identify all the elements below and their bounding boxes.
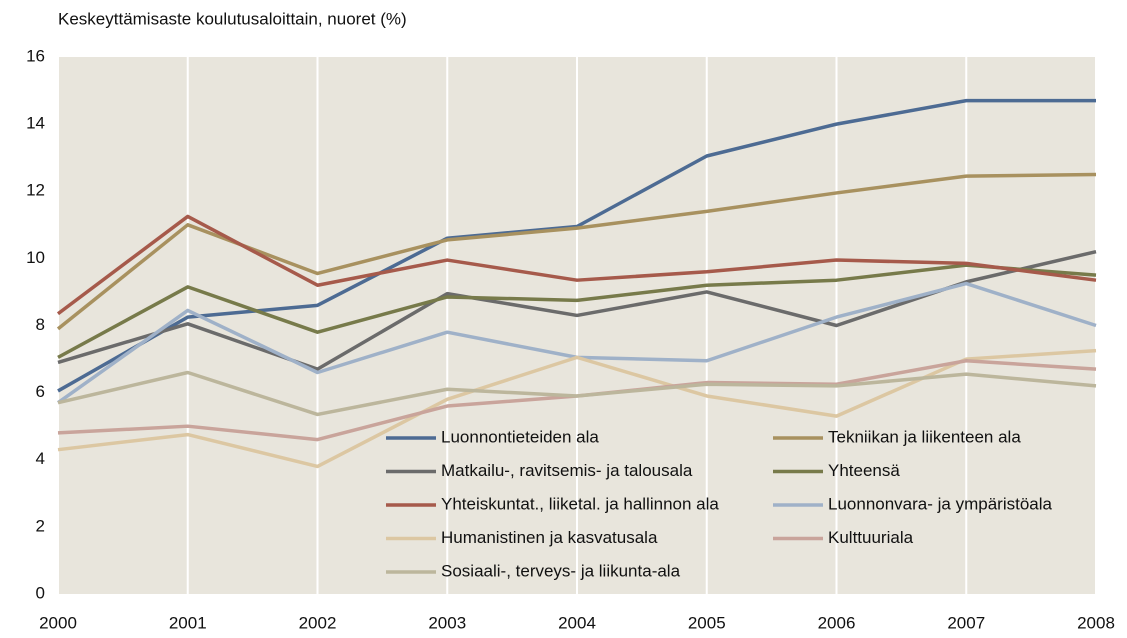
legend-label: Luonnontieteiden ala xyxy=(441,427,599,446)
x-tick-label: 2002 xyxy=(299,613,337,632)
x-tick-label: 2008 xyxy=(1077,613,1115,632)
x-tick-label: 2005 xyxy=(688,613,726,632)
legend-label: Sosiaali-, terveys- ja liikunta-ala xyxy=(441,561,681,580)
x-tick-label: 2001 xyxy=(169,613,207,632)
legend-label: Yhteiskuntat., liiketal. ja hallinnon al… xyxy=(441,494,719,513)
y-tick-label: 14 xyxy=(26,114,45,133)
x-tick-label: 2007 xyxy=(947,613,985,632)
legend-label: Humanistinen ja kasvatusala xyxy=(441,528,658,547)
legend-label: Tekniikan ja liikenteen ala xyxy=(828,427,1021,446)
y-tick-label: 0 xyxy=(36,583,45,602)
x-tick-label: 2006 xyxy=(818,613,856,632)
y-tick-label: 16 xyxy=(26,46,45,65)
y-tick-label: 10 xyxy=(26,248,45,267)
legend-label: Kulttuuriala xyxy=(828,528,914,547)
x-tick-label: 2000 xyxy=(39,613,77,632)
x-tick-label: 2004 xyxy=(558,613,596,632)
y-tick-label: 8 xyxy=(36,315,45,334)
series-line xyxy=(57,263,1097,359)
chart-title: Keskeyttämisaste koulutusaloittain, nuor… xyxy=(58,9,407,28)
y-tick-label: 12 xyxy=(26,181,45,200)
series-line xyxy=(57,370,1097,417)
series-line xyxy=(56,214,1097,316)
y-tick-label: 6 xyxy=(36,382,45,401)
legend-label: Yhteensä xyxy=(828,461,900,480)
legend-label: Luonnonvara- ja ympäristöala xyxy=(828,494,1053,513)
x-tick-label: 2003 xyxy=(428,613,466,632)
y-tick-label: 4 xyxy=(36,449,45,468)
legend-label: Matkailu-, ravitsemis- ja talousala xyxy=(441,461,693,480)
y-tick-label: 2 xyxy=(36,516,45,535)
